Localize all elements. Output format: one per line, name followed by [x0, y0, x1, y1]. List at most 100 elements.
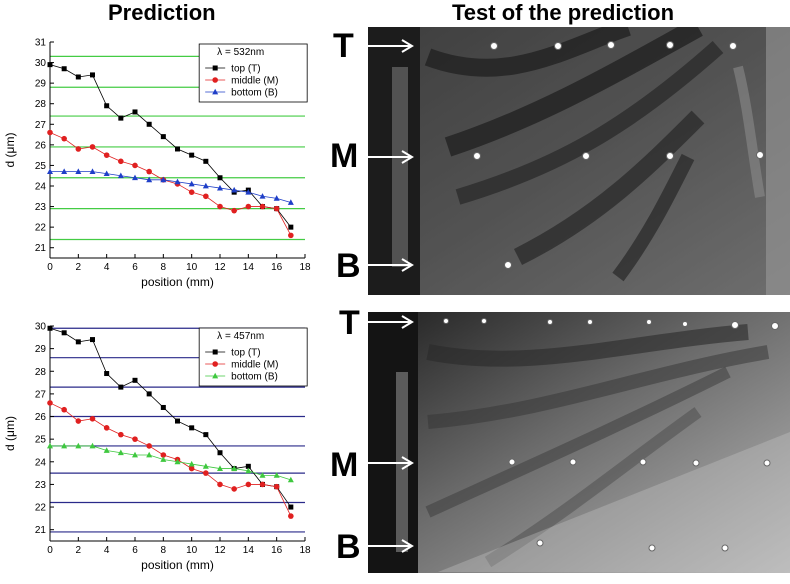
x-tick-label: 8	[161, 262, 167, 273]
data-point	[273, 195, 280, 201]
y-tick-label: 27	[35, 120, 47, 131]
data-point	[89, 168, 96, 174]
x-tick-label: 16	[271, 262, 283, 273]
y-axis-label: d (μm)	[3, 416, 17, 451]
data-point	[47, 168, 53, 174]
data-point	[188, 460, 195, 467]
y-tick-label: 23	[35, 202, 47, 213]
data-point	[103, 447, 110, 453]
photo-532nm	[368, 27, 790, 295]
data-point	[132, 162, 138, 169]
data-point	[203, 193, 209, 200]
series-line	[49, 402, 292, 517]
x-tick-label: 2	[76, 262, 82, 273]
y-tick-label: 21	[35, 525, 47, 536]
x-tick-label: 8	[161, 545, 167, 556]
data-point	[288, 224, 294, 230]
data-point	[61, 168, 68, 174]
legend-marker	[212, 349, 218, 355]
y-tick-label: 22	[35, 503, 47, 514]
data-point	[118, 158, 124, 165]
data-point	[61, 406, 67, 413]
data-point	[273, 472, 280, 478]
legend-marker	[212, 372, 219, 379]
data-point	[103, 152, 110, 158]
data-point	[245, 188, 252, 195]
data-point	[217, 184, 223, 191]
data-point	[245, 463, 251, 469]
data-point	[273, 483, 280, 490]
data-point	[160, 404, 166, 410]
arrow-middle-457	[364, 456, 414, 470]
y-tick-label: 29	[35, 344, 47, 355]
x-tick-label: 4	[104, 545, 110, 556]
series-line	[50, 171, 291, 203]
series-circle	[47, 400, 294, 519]
legend-marker	[212, 88, 219, 95]
y-tick-label: 24	[35, 182, 47, 193]
arrow-bottom-532	[364, 258, 414, 272]
data-point	[61, 442, 68, 449]
data-point	[146, 168, 152, 175]
data-point	[160, 452, 167, 458]
data-point	[188, 189, 195, 195]
legend-marker	[212, 77, 218, 83]
x-tick-label: 14	[243, 545, 255, 556]
x-tick-label: 10	[186, 545, 198, 556]
data-point	[231, 465, 238, 471]
marker-top-457: T	[339, 304, 360, 342]
data-point	[103, 170, 110, 177]
data-point	[104, 371, 110, 377]
x-tick-label: 12	[214, 545, 226, 556]
data-point	[202, 463, 209, 469]
data-point	[47, 129, 53, 136]
y-tick-label: 26	[35, 140, 47, 151]
data-point	[189, 152, 195, 158]
y-tick-label: 30	[35, 322, 47, 333]
marker-bottom-457: B	[336, 528, 361, 566]
data-point	[146, 176, 153, 183]
data-point	[245, 203, 252, 210]
y-tick-label: 24	[35, 457, 47, 468]
data-point	[160, 134, 166, 140]
marker-middle-457: M	[330, 446, 359, 484]
x-tick-label: 12	[214, 262, 226, 273]
y-tick-label: 31	[35, 38, 47, 49]
x-axis-label: position (mm)	[141, 558, 214, 572]
x-tick-label: 16	[271, 545, 283, 556]
series-triangle	[47, 168, 294, 205]
arrow-top-457	[364, 315, 414, 329]
data-point	[217, 481, 223, 488]
legend-marker	[212, 361, 218, 367]
y-tick-label: 27	[35, 389, 47, 400]
legend-marker	[212, 65, 218, 71]
test-heading: Test of the prediction	[452, 0, 675, 25]
x-tick-label: 6	[132, 545, 138, 556]
y-tick-label: 28	[35, 99, 47, 110]
data-point	[47, 400, 53, 406]
data-point	[61, 135, 67, 142]
data-point	[288, 504, 294, 510]
data-point	[75, 74, 81, 80]
data-point	[132, 377, 138, 383]
x-axis-label: position (mm)	[141, 275, 214, 289]
data-point	[174, 458, 181, 465]
data-point	[231, 486, 237, 492]
legend-entry: top (T)	[231, 348, 260, 359]
data-point	[160, 176, 167, 183]
series-circle	[47, 129, 294, 239]
data-point	[75, 146, 82, 152]
photo-457nm	[368, 312, 790, 573]
legend-entry: bottom (B)	[231, 88, 278, 99]
data-point	[117, 172, 124, 179]
data-point	[75, 418, 82, 424]
data-point	[188, 180, 195, 187]
data-point	[203, 470, 209, 476]
data-point	[146, 451, 153, 458]
prediction-heading: Prediction	[108, 0, 216, 25]
data-point	[288, 232, 294, 239]
data-point	[104, 103, 110, 109]
x-tick-label: 4	[104, 262, 110, 273]
